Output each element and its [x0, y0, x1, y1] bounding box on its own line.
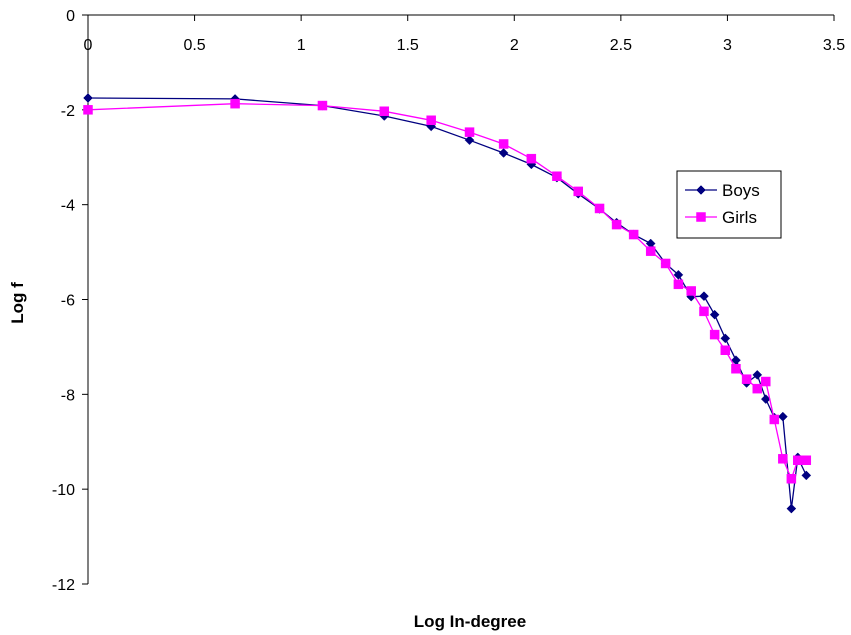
series-girls-line [87, 103, 807, 481]
x-tick-label: 1 [297, 37, 306, 54]
series-girls-point [786, 473, 797, 484]
chart-series [83, 93, 812, 514]
y-tick-label: -10 [52, 482, 75, 499]
y-axis-title: Log f [8, 282, 27, 324]
series-girls-point [594, 203, 605, 214]
series-boys-point [786, 503, 797, 514]
x-tick-label: 3.5 [823, 37, 845, 54]
chart-legend: Boys Girls [676, 170, 782, 239]
x-tick-label: 0.5 [183, 37, 205, 54]
series-girls-point [498, 139, 509, 149]
legend-boys-marker [696, 185, 706, 195]
series-boys-point [801, 470, 812, 481]
series-girls-point [769, 414, 780, 425]
chart-axes: 0 -2 -4 -6 -8 -10 -12 0 0.5 1 1.5 2 2.5 3 3.5 [52, 8, 845, 594]
series-girls-point [645, 246, 656, 256]
series-boys-point [777, 411, 788, 422]
x-tick-label: 2 [510, 37, 519, 54]
x-tick-label: 1.5 [397, 37, 419, 54]
series-girls-point [752, 383, 763, 394]
legend-boys-label: Boys [722, 181, 760, 200]
series-girls [83, 98, 812, 484]
series-girls-point [552, 171, 562, 181]
series-boys-point [464, 135, 475, 146]
series-girls-point [673, 279, 684, 290]
series-girls-point [83, 105, 93, 115]
series-girls-point [628, 229, 639, 240]
series-boys-point [699, 291, 709, 302]
series-boys-point [673, 269, 684, 280]
x-tick-label: 3 [723, 37, 732, 54]
series-boys-point [498, 148, 509, 158]
series-girls-point [731, 363, 741, 374]
x-tick-label: 0 [84, 37, 93, 54]
series-boys [83, 93, 812, 514]
y-tick-label: -8 [61, 387, 75, 404]
series-girls-point [464, 127, 475, 137]
series-girls-point [611, 219, 622, 230]
series-boys-point [709, 309, 720, 320]
series-girls-point [526, 153, 537, 164]
series-girls-point [573, 186, 583, 197]
series-girls-point [778, 454, 788, 464]
y-tick-label: -4 [61, 198, 75, 215]
series-boys-point [720, 333, 731, 344]
series-girls-point [379, 106, 390, 117]
y-tick-label: -2 [61, 103, 75, 120]
legend-girls-label: Girls [722, 208, 757, 227]
series-girls-point [230, 98, 240, 109]
y-tick-label: 0 [66, 8, 75, 25]
series-boys-point [752, 370, 763, 380]
series-girls-point [709, 329, 720, 340]
x-tick-label: 2.5 [610, 37, 632, 54]
y-tick-label: -6 [61, 293, 75, 310]
series-girls-point [741, 374, 752, 384]
x-axis-title: Log In-degree [414, 612, 526, 631]
series-girls-point [686, 286, 696, 296]
series-girls-point [426, 115, 436, 126]
series-girls-point [793, 455, 803, 465]
legend-girls-marker [696, 212, 706, 222]
series-girls-point [317, 100, 328, 111]
legend-box [676, 170, 782, 239]
series-girls-point [699, 306, 709, 317]
series-girls-point [660, 258, 671, 269]
series-girls-point [801, 455, 812, 465]
series-girls-point [761, 376, 771, 387]
series-girls-point [720, 345, 731, 355]
series-boys-point [83, 93, 93, 103]
y-tick-label: -12 [52, 577, 75, 594]
